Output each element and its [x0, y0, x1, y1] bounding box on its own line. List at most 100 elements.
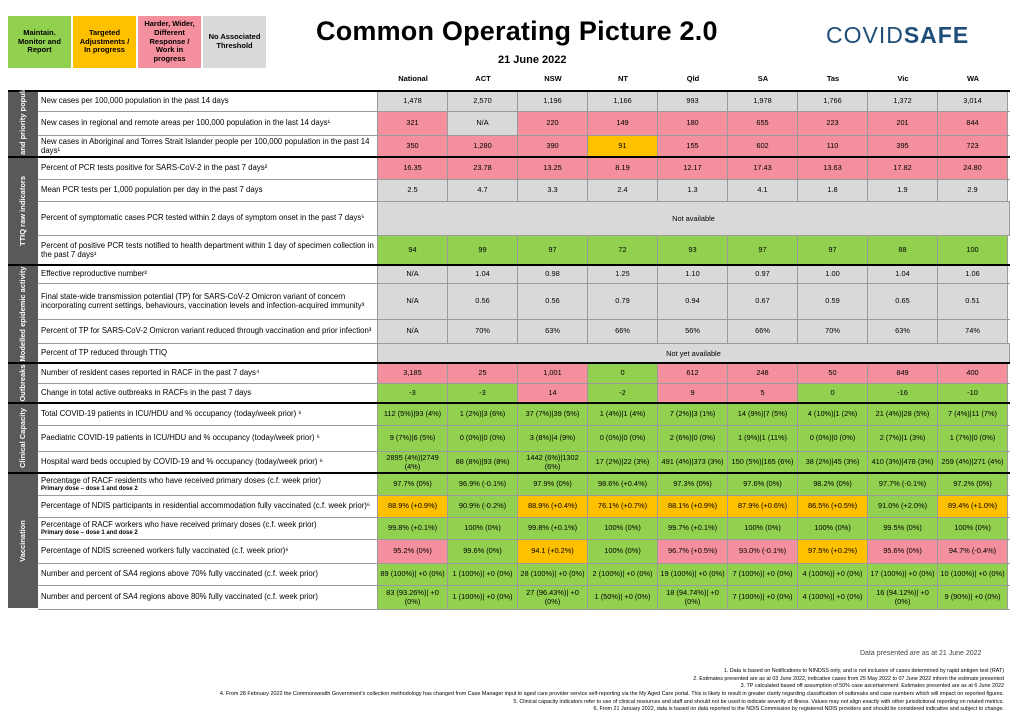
cell-sa: 5 [728, 384, 798, 403]
cell-qld: 93 [658, 236, 728, 265]
section-label-text: TTIQ raw indicators [17, 175, 27, 247]
row-label-text: Paediatric COVID-19 patients in ICU/HDU … [41, 433, 320, 443]
cell-wa: 89.4% (+1.0%) [938, 496, 1008, 517]
cell-act: 1.04 [448, 266, 518, 283]
cell-wa: 9 (90%)| +0 (0%) [938, 586, 1008, 609]
column-header-nsw: NSW [544, 73, 562, 83]
section-label-text: Outbreaks [17, 364, 27, 402]
footnote: 2. Estimates presented are as at 03 June… [693, 675, 1004, 682]
section-cases-and-priority-populations: Cases and priority populations New cases … [8, 69, 1010, 179]
cell-vic: 95.6% (0%) [868, 540, 938, 563]
cell-nsw: 97.9% (0%) [518, 474, 588, 495]
legend-item-grey: No Associated Threshold [203, 16, 268, 68]
table-row: Percentage of NDIS screened workers full… [38, 540, 1010, 564]
row-label-text: Final state-wide transmission potential … [41, 291, 365, 310]
cell-sa: 87.9% (+0.6%) [728, 496, 798, 517]
cell-wa: 97.2% (0%) [938, 474, 1008, 495]
cell-tas: 1,766 [798, 92, 868, 111]
cell-nsw: 63% [518, 320, 588, 343]
row-label: Number and percent of SA4 regions above … [38, 586, 378, 609]
cell-sa: 97.6% (0%) [728, 474, 798, 495]
cell-wa: 1.06 [938, 266, 1008, 283]
cell-sa: 97 [728, 236, 798, 265]
table-row: Percentage of NDIS participants in resid… [38, 496, 1010, 518]
cell-tas: 13.63 [798, 158, 868, 179]
footnote: 5. Clinical capacity indicators refer to… [513, 698, 1004, 705]
section-clinical-capacity: Clinical Capacity Total COVID-19 patients… [8, 402, 1010, 474]
column-header-qld: Qld [686, 73, 700, 83]
cell-tas: 100% (0%) [798, 518, 868, 539]
cell-act: 90.9% (-0.2%) [448, 496, 518, 517]
row-label-text: Percent of symptomatic cases PCR tested … [41, 213, 365, 223]
cell-tas: 97 [798, 236, 868, 265]
cell-nsw: 220 [518, 112, 588, 135]
cell-nt: 0 [588, 364, 658, 383]
row-label: Percent of PCR tests positive for SARS-C… [38, 158, 378, 179]
logo-part-covid: COVID [826, 22, 904, 48]
cell-national: 350 [378, 136, 448, 157]
footnotes: 1. Data is based on Notifications to NIN… [0, 668, 1004, 714]
cell-act: N/A [448, 112, 518, 135]
table-row: Percentage of RACF workers who have rece… [38, 518, 1010, 540]
cell-vic: 1.04 [868, 266, 938, 283]
cell-vic: 2 (7%)|1 (3%) [868, 426, 938, 451]
cell-act: 0 (0%)|0 (0%) [448, 426, 518, 451]
cell-tas: 0 [798, 384, 868, 403]
cell-vic: 0.65 [868, 284, 938, 319]
cell-act: 23.78 [448, 158, 518, 179]
row-label-text: Percentage of NDIS participants in resid… [41, 501, 371, 511]
section-label: TTIQ raw indicators [8, 158, 38, 264]
row-label-text: Percentage of NDIS screened workers full… [41, 546, 289, 556]
cell-qld: 88.1% (+0.9%) [658, 496, 728, 517]
row-label: Effective reproductive number² [38, 266, 378, 283]
cell-national: 2.5 [378, 180, 448, 201]
row-label-text: Percentage of RACF workers who have rece… [41, 519, 317, 529]
cell-national: 83 (93.26%)| +0 (0%) [378, 586, 448, 609]
column-header-wa: WA [966, 73, 980, 83]
cell-national: 3,185 [378, 364, 448, 383]
column-header-nt: NT [618, 73, 628, 83]
cell-qld: 993 [658, 92, 728, 111]
cell-vic: 17.82 [868, 158, 938, 179]
section-label: Modelled epidemic activity [8, 266, 38, 362]
row-label: Percentage of NDIS participants in resid… [38, 496, 378, 517]
row-label: Final state-wide transmission potential … [38, 284, 378, 319]
table-row: Total COVID-19 patients in ICU/HDU and %… [38, 404, 1010, 426]
row-label-text: Number and percent of SA4 regions above … [41, 569, 318, 579]
section-label: Outbreaks [8, 364, 38, 402]
row-label: Number of resident cases reported in RAC… [38, 364, 378, 383]
cell-qld: 0.94 [658, 284, 728, 319]
cell-sa: 14 (9%)|7 (5%) [728, 404, 798, 425]
table-row: Percent of positive PCR tests notified t… [38, 236, 1010, 266]
cell-act: 99 [448, 236, 518, 265]
cell-nsw: 37 (7%)|39 (5%) [518, 404, 588, 425]
table-row: Percentage of RACF residents who have re… [38, 474, 1010, 496]
table-row: New cases per 100,000 population in the … [38, 92, 1010, 112]
cell-vic: 410 (3%)|478 (3%) [868, 452, 938, 473]
cell-wa: 100 [938, 236, 1008, 265]
cell-tas: 4 (100%)| +0 (0%) [798, 564, 868, 585]
cell-qld: 180 [658, 112, 728, 135]
cell-qld: 56% [658, 320, 728, 343]
cell-nt: -2 [588, 384, 658, 403]
cell-vic: -16 [868, 384, 938, 403]
cell-nt: 98.6% (+0.4%) [588, 474, 658, 495]
report-date: 21 June 2022 [498, 54, 567, 66]
cell-wa: 0.51 [938, 284, 1008, 319]
cell-tas: 97.5% (+0.2%) [798, 540, 868, 563]
cell-act: 1,280 [448, 136, 518, 157]
cell-national: N/A [378, 284, 448, 319]
cell-qld: 155 [658, 136, 728, 157]
cell-wa: -10 [938, 384, 1008, 403]
cell-nt: 1.25 [588, 266, 658, 283]
cell-act: 1 (100%)| +0 (0%) [448, 586, 518, 609]
table-row: New cases in Aboriginal and Torres Strai… [38, 136, 1010, 158]
cell-nt: 91 [588, 136, 658, 157]
cell-national: N/A [378, 266, 448, 283]
table-row: Percent of symptomatic cases PCR tested … [38, 202, 1010, 236]
cell-sa: 0.97 [728, 266, 798, 283]
cell-vic: 97.7% (-0.1%) [868, 474, 938, 495]
table-row: Paediatric COVID-19 patients in ICU/HDU … [38, 426, 1010, 452]
row-label: Percentage of NDIS screened workers full… [38, 540, 378, 563]
cell-sa: 1 (9%)|1 (11%) [728, 426, 798, 451]
